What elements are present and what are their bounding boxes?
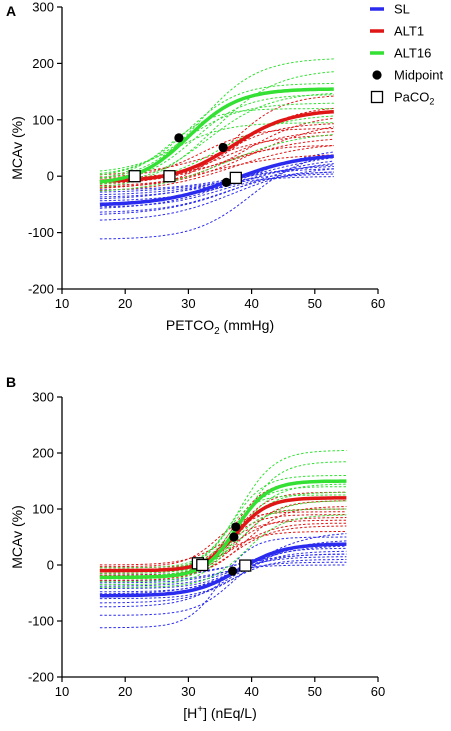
paco2-marker <box>163 170 176 183</box>
x-tick-label: 20 <box>118 684 132 699</box>
individual-curve-sl <box>99 553 347 608</box>
legend-swatch <box>370 90 384 104</box>
legend-item-sl: SL <box>370 2 410 17</box>
individual-curve-alt16 <box>99 134 334 192</box>
y-tick-label: -100 <box>28 614 54 629</box>
individual-curve-alt16 <box>99 92 334 185</box>
paco2-marker <box>128 170 141 183</box>
individual-curve-sl <box>99 547 347 616</box>
y-tick-label: 200 <box>32 446 54 461</box>
individual-curve-sl <box>99 160 334 202</box>
individual-curve-sl <box>99 536 347 629</box>
y-tick-label: -200 <box>28 670 54 685</box>
legend-label: PaCO2 <box>394 90 434 107</box>
x-tick-label: 40 <box>244 296 258 311</box>
x-tick-label: 60 <box>371 684 385 699</box>
individual-curve-sl <box>99 550 347 593</box>
individual-curve-alt1 <box>99 128 334 178</box>
midpoint-marker <box>231 522 241 532</box>
midpoint-marker <box>229 532 239 542</box>
individual-curve-alt16 <box>99 494 347 570</box>
y-tick-label: 100 <box>32 502 54 517</box>
x-tick-label: 50 <box>308 296 322 311</box>
legend-swatch <box>372 70 382 80</box>
y-tick-label: -200 <box>28 282 54 297</box>
legend-item-alt1: ALT1 <box>370 24 424 39</box>
individual-curve-sl <box>99 533 347 595</box>
x-axis-label: [H+] (nEq/L) <box>183 704 257 721</box>
panel-a-chart: -200 -100 0 100 200 300 10 20 30 40 50 60 MCAv (%) PE… <box>9 0 385 337</box>
individual-curve-alt16 <box>99 475 347 569</box>
individual-curve-sl <box>99 545 347 587</box>
y-tick-label: 0 <box>47 169 54 184</box>
individual-curve-alt16 <box>99 514 347 588</box>
individual-curve-sl <box>99 163 334 215</box>
midpoint-marker <box>218 142 228 153</box>
legend-item-midpoint: Midpoint <box>372 68 444 83</box>
legend-label: SL <box>394 2 410 17</box>
legend-label: ALT1 <box>394 24 424 39</box>
individual-curve-alt16 <box>99 94 334 182</box>
paco2-marker <box>196 558 209 572</box>
individual-curve-sl <box>99 164 334 204</box>
midpoint-marker <box>221 177 231 188</box>
mean-curve-sl <box>99 154 334 207</box>
x-tick-label: 30 <box>181 684 195 699</box>
legend: SL ALT1 ALT16 Midpoint PaCO2 <box>370 2 444 107</box>
legend-label: ALT16 <box>394 46 431 61</box>
individual-curve-alt16 <box>99 508 347 586</box>
x-tick-label: 30 <box>181 296 195 311</box>
individual-curve-alt1 <box>99 511 347 568</box>
x-tick-label: 40 <box>244 684 258 699</box>
paco2-marker <box>229 171 242 185</box>
y-tick-label: 0 <box>47 558 54 573</box>
x-tick-label: 10 <box>55 296 69 311</box>
individual-curve-sl <box>99 559 347 600</box>
mean-curve-alt16 <box>99 479 347 580</box>
individual-curve-sl <box>99 166 334 191</box>
individual-curve-sl <box>99 171 334 193</box>
legend-item-alt16: ALT16 <box>370 46 431 61</box>
individual-curve-alt16 <box>99 71 334 188</box>
y-tick-label: -100 <box>28 225 54 240</box>
midpoint-marker <box>228 566 238 576</box>
mean-curve-sl <box>99 542 347 598</box>
x-tick-label: 20 <box>118 296 132 311</box>
individual-curve-alt1 <box>99 500 347 576</box>
individual-curve-alt16 <box>99 491 347 583</box>
x-tick-label: 50 <box>308 684 322 699</box>
y-tick-label: 100 <box>32 112 54 127</box>
individual-curve-alt1 <box>99 525 347 582</box>
individual-curve-alt1 <box>99 126 334 188</box>
y-tick-label: 300 <box>32 0 54 15</box>
panel-b-chart: -200 -100 0 100 200 300 10 20 30 40 50 60 MCAv (%) [H… <box>9 390 385 722</box>
y-tick-label: 200 <box>32 56 54 71</box>
y-axis-label: MCAv (%) <box>9 505 25 569</box>
y-axis-label: MCAv (%) <box>9 116 25 180</box>
paco2-marker <box>239 559 252 572</box>
panel-label-b: B <box>6 374 16 390</box>
individual-curve-alt1 <box>99 519 347 566</box>
individual-curve-sl <box>99 561 347 589</box>
individual-curve-alt16 <box>99 115 334 184</box>
y-tick-label: 300 <box>32 390 54 405</box>
individual-curve-alt16 <box>99 122 334 172</box>
midpoint-marker <box>174 133 184 143</box>
individual-curve-alt1 <box>99 145 334 191</box>
x-tick-label: 60 <box>371 296 385 311</box>
individual-curve-alt16 <box>99 108 334 179</box>
individual-curve-alt1 <box>99 154 334 189</box>
individual-curve-sl <box>99 556 347 584</box>
individual-curve-sl <box>99 173 334 208</box>
individual-curve-sl <box>99 168 334 221</box>
x-tick-label: 10 <box>55 684 69 699</box>
individual-curve-sl <box>99 171 334 213</box>
individual-curve-alt1 <box>99 145 334 181</box>
legend-item-paco2: PaCO2 <box>370 90 434 107</box>
x-axis-label: PETCO2 (mmHg) <box>166 317 274 337</box>
panel-label-a: A <box>6 3 16 19</box>
legend-label: Midpoint <box>394 68 444 83</box>
